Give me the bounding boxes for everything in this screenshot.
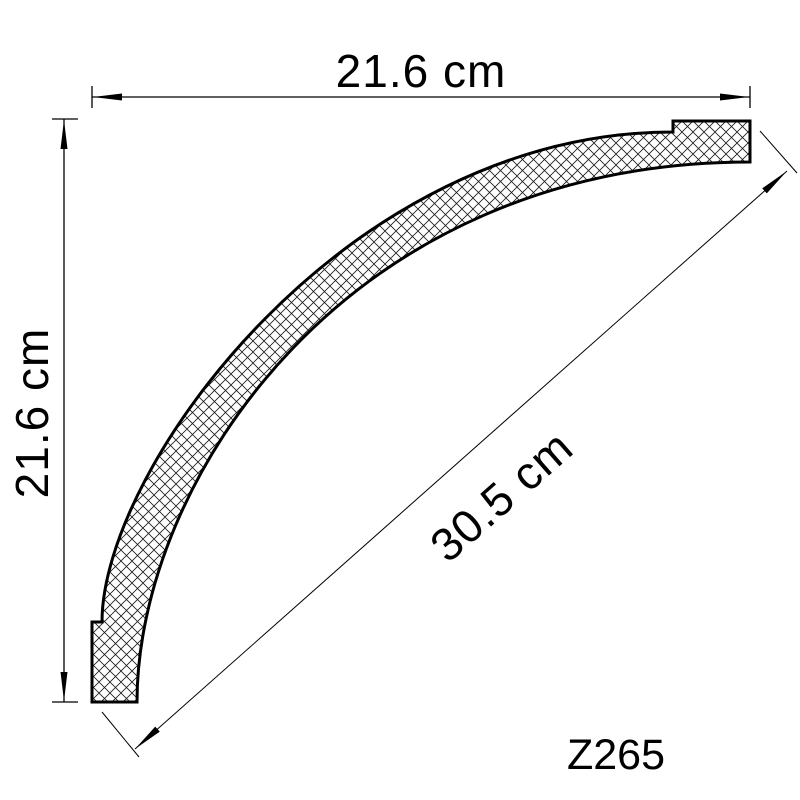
height-dimension-label: 21.6 cm	[6, 328, 58, 499]
height-dimension: 21.6 cm	[6, 118, 78, 703]
height-arrow-down-icon	[60, 672, 68, 701]
width-arrow-right-icon	[720, 93, 749, 101]
width-arrow-left-icon	[93, 93, 122, 101]
diagonal-dimension-line	[134, 170, 788, 750]
product-code-label: Z265	[567, 731, 665, 779]
width-dimension: 21.6 cm	[91, 45, 751, 108]
diagonal-arrow-bottom-icon	[135, 726, 160, 749]
diagonal-witness-line-top	[759, 130, 798, 174]
profile-outline	[90, 119, 752, 704]
width-dimension-label: 21.6 cm	[336, 45, 507, 97]
diagonal-dimension-label: 30.5 cm	[420, 420, 583, 572]
diagonal-arrow-top-icon	[762, 171, 787, 194]
height-arrow-up-icon	[60, 120, 68, 149]
profile-shape	[90, 119, 752, 704]
diagonal-witness-line-bottom	[101, 711, 140, 758]
